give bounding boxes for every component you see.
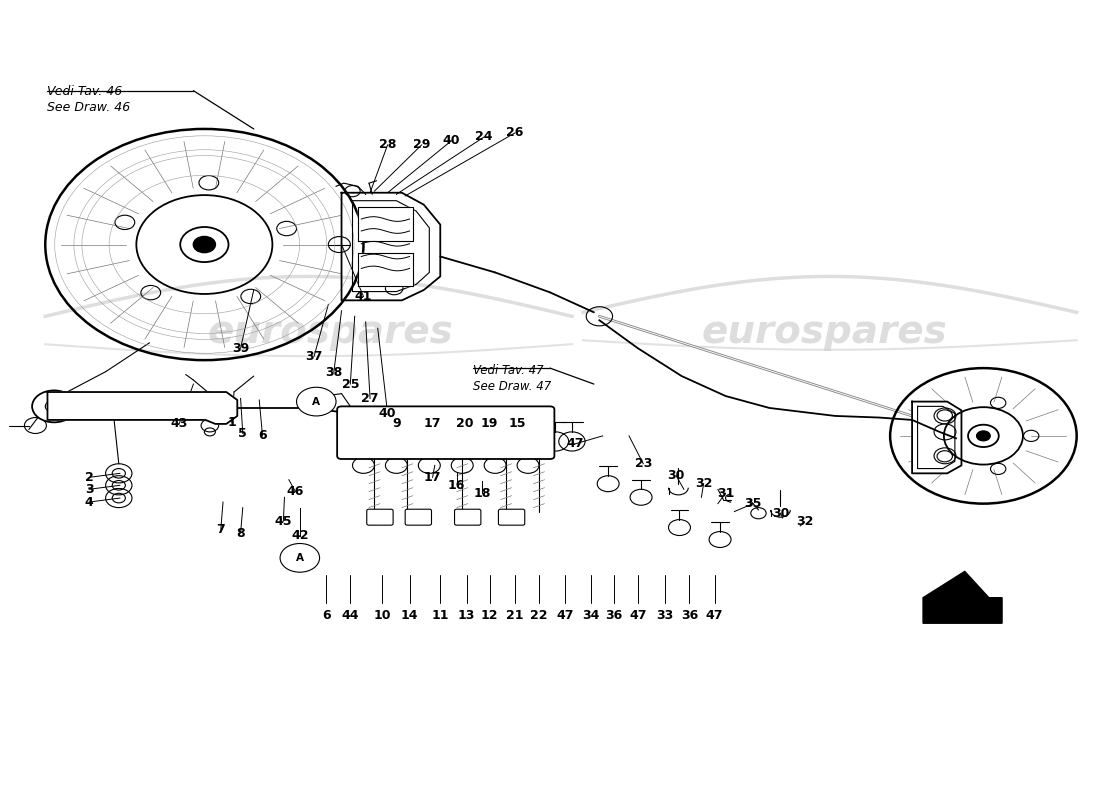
Text: 7: 7: [217, 522, 226, 536]
Text: 14: 14: [400, 609, 418, 622]
Text: 41: 41: [354, 290, 372, 303]
Text: 17: 17: [424, 471, 441, 484]
Text: 47: 47: [566, 438, 584, 450]
Text: 2: 2: [85, 471, 94, 484]
Text: 35: 35: [745, 497, 761, 510]
FancyBboxPatch shape: [498, 510, 525, 525]
Text: 39: 39: [232, 342, 250, 354]
Text: 1: 1: [228, 416, 236, 429]
Text: 9: 9: [392, 418, 400, 430]
Polygon shape: [923, 571, 1002, 623]
Text: 38: 38: [326, 366, 342, 378]
Text: 20: 20: [455, 418, 473, 430]
Text: 3: 3: [85, 482, 94, 496]
Text: 46: 46: [287, 485, 304, 498]
Text: 32: 32: [796, 515, 813, 529]
Text: 32: 32: [695, 478, 713, 490]
Text: 29: 29: [412, 138, 430, 151]
FancyBboxPatch shape: [405, 510, 431, 525]
Text: 44: 44: [342, 609, 359, 622]
Text: 47: 47: [629, 609, 647, 622]
Polygon shape: [47, 392, 216, 420]
Text: 17: 17: [424, 418, 441, 430]
Text: 37: 37: [306, 350, 322, 362]
Text: 30: 30: [668, 470, 685, 482]
Circle shape: [977, 431, 990, 441]
Text: 18: 18: [473, 486, 491, 500]
Text: 25: 25: [342, 378, 359, 390]
Text: 28: 28: [378, 138, 396, 151]
Text: Vedi Tav. 46
See Draw. 46: Vedi Tav. 46 See Draw. 46: [47, 85, 131, 114]
Circle shape: [194, 237, 216, 253]
Text: 27: 27: [361, 392, 378, 405]
Text: 45: 45: [275, 514, 293, 528]
FancyBboxPatch shape: [366, 510, 393, 525]
Text: A: A: [296, 553, 304, 563]
Text: 6: 6: [322, 609, 330, 622]
Text: 22: 22: [530, 609, 548, 622]
Text: 19: 19: [481, 418, 498, 430]
Text: 34: 34: [582, 609, 600, 622]
Polygon shape: [912, 402, 961, 474]
Text: 47: 47: [557, 609, 574, 622]
Text: 16: 16: [448, 479, 465, 492]
Text: 11: 11: [431, 609, 449, 622]
Circle shape: [297, 387, 336, 416]
Text: 33: 33: [657, 609, 674, 622]
Text: 42: 42: [292, 529, 309, 542]
Text: 10: 10: [373, 609, 390, 622]
Text: 36: 36: [681, 609, 698, 622]
Polygon shape: [358, 253, 412, 286]
Text: 5: 5: [239, 427, 248, 440]
Text: eurospares: eurospares: [702, 314, 947, 351]
Text: 12: 12: [481, 609, 498, 622]
Text: 40: 40: [378, 407, 396, 420]
Text: 23: 23: [635, 458, 652, 470]
Text: 40: 40: [442, 134, 460, 147]
Text: 24: 24: [475, 130, 493, 143]
Text: 30: 30: [772, 506, 789, 520]
Text: 6: 6: [258, 430, 267, 442]
Text: 31: 31: [717, 486, 734, 500]
FancyBboxPatch shape: [454, 510, 481, 525]
FancyBboxPatch shape: [337, 406, 554, 459]
Text: 26: 26: [506, 126, 524, 139]
Text: eurospares: eurospares: [208, 314, 453, 351]
Text: 47: 47: [706, 609, 724, 622]
Text: Vedi Tav. 47
See Draw. 47: Vedi Tav. 47 See Draw. 47: [473, 364, 551, 393]
Polygon shape: [358, 207, 412, 241]
Circle shape: [32, 390, 76, 422]
Polygon shape: [206, 392, 238, 424]
Text: 15: 15: [508, 418, 526, 430]
Text: 43: 43: [170, 418, 188, 430]
Text: 13: 13: [458, 609, 475, 622]
Text: 4: 4: [85, 495, 94, 509]
Text: 8: 8: [236, 526, 245, 540]
Circle shape: [280, 543, 320, 572]
Text: 21: 21: [506, 609, 524, 622]
Text: 36: 36: [605, 609, 623, 622]
Text: A: A: [312, 397, 320, 406]
